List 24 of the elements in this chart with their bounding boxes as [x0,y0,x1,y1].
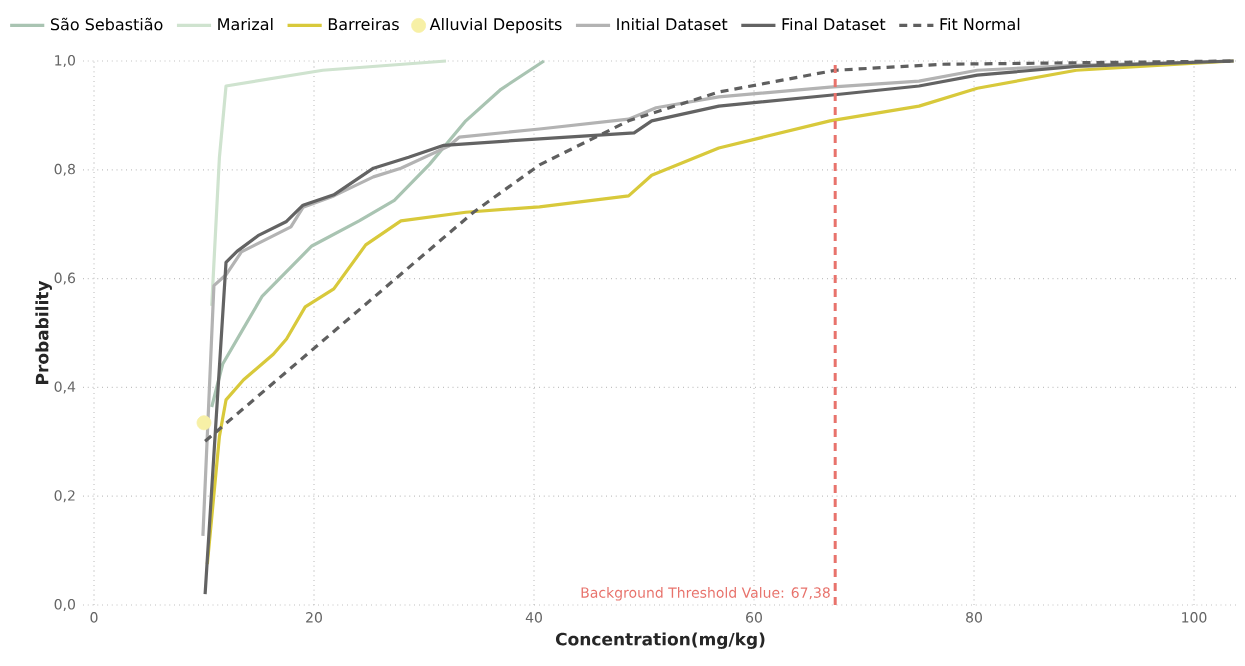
x-tick-label: 40 [525,612,542,623]
line-series [210,59,546,409]
x-tick-label: 60 [746,612,762,623]
y-tick-label: 0,2 [54,490,75,503]
legend-label: Final Dataset [782,17,886,31]
legend-label: Marizal [218,17,273,31]
y-tick-label: 0,4 [54,381,76,394]
y-axis-title: Probability [35,280,52,384]
legend-label: Fit Normal [940,17,1020,31]
y-tick-label: 0,6 [54,272,76,285]
y-tick-label: 1,0 [55,55,75,68]
legend-label: São Sebastião [50,17,163,31]
y-tick-label: 0,8 [54,163,75,176]
ref-line-label: Background Threshold Value: 67,38 [581,587,830,601]
legend-label: Initial Dataset [617,17,728,31]
legend-label: Alluvial Deposits [429,17,562,34]
legend-label: Barreiras [328,17,399,31]
y-tick-label: 0,0 [54,599,75,612]
x-axis-title: Concentration(mg/kg) [555,632,765,649]
line-series [210,59,448,308]
x-tick-label: 0 [90,612,98,623]
x-tick-label: 20 [306,612,322,623]
x-tick-label: 100 [1182,612,1207,623]
x-tick-label: 80 [966,612,982,623]
